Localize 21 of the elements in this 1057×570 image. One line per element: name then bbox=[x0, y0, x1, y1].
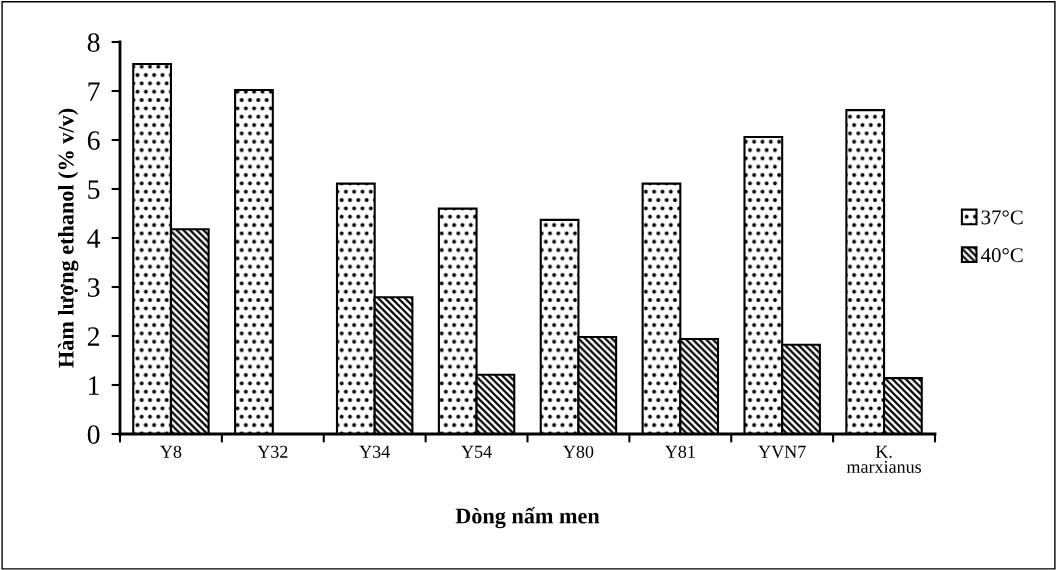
y-tick-label: 0 bbox=[87, 425, 100, 444]
x-axis-title: Dòng nấm men bbox=[455, 507, 600, 529]
y-tick-label: 2 bbox=[87, 327, 100, 346]
x-tick-label: Y80 bbox=[563, 445, 594, 458]
y-tick-label: 6 bbox=[87, 131, 100, 150]
y-tick-label: 4 bbox=[87, 229, 101, 248]
x-tick-label: K. marxianus bbox=[846, 445, 922, 473]
y-tick-label: 3 bbox=[87, 278, 100, 297]
x-tick-label: YVN7 bbox=[758, 445, 806, 458]
x-tick-label: Y81 bbox=[664, 445, 695, 458]
y-axis-title: Hàm lượng ethanol (% v/v) bbox=[57, 108, 79, 368]
legend-label: 37°C bbox=[981, 210, 1023, 225]
y-tick-label: 7 bbox=[88, 82, 100, 101]
x-tick-label: Y8 bbox=[160, 445, 182, 458]
x-tick-label: Y32 bbox=[257, 445, 288, 458]
x-tick-label: Y34 bbox=[359, 445, 390, 458]
y-tick-label: 1 bbox=[89, 376, 99, 395]
y-tick-label: 5 bbox=[88, 180, 100, 199]
y-tick-label: 8 bbox=[87, 33, 100, 52]
x-tick-label: Y54 bbox=[461, 445, 492, 458]
legend-label: 40°C bbox=[981, 248, 1023, 263]
